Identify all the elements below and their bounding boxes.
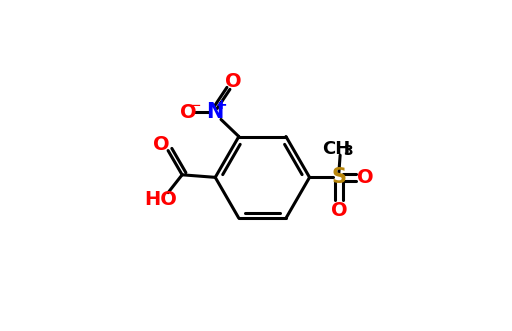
Text: O: O [357,168,374,187]
Text: −: − [188,98,201,114]
Text: CH: CH [322,140,350,158]
Text: HO: HO [144,190,177,209]
Text: O: O [225,72,242,91]
Text: O: O [180,103,196,122]
Text: O: O [154,135,170,154]
Text: N: N [206,102,223,122]
Text: +: + [216,98,227,112]
Text: S: S [331,167,346,187]
Text: O: O [331,201,347,220]
Text: 3: 3 [343,144,353,158]
